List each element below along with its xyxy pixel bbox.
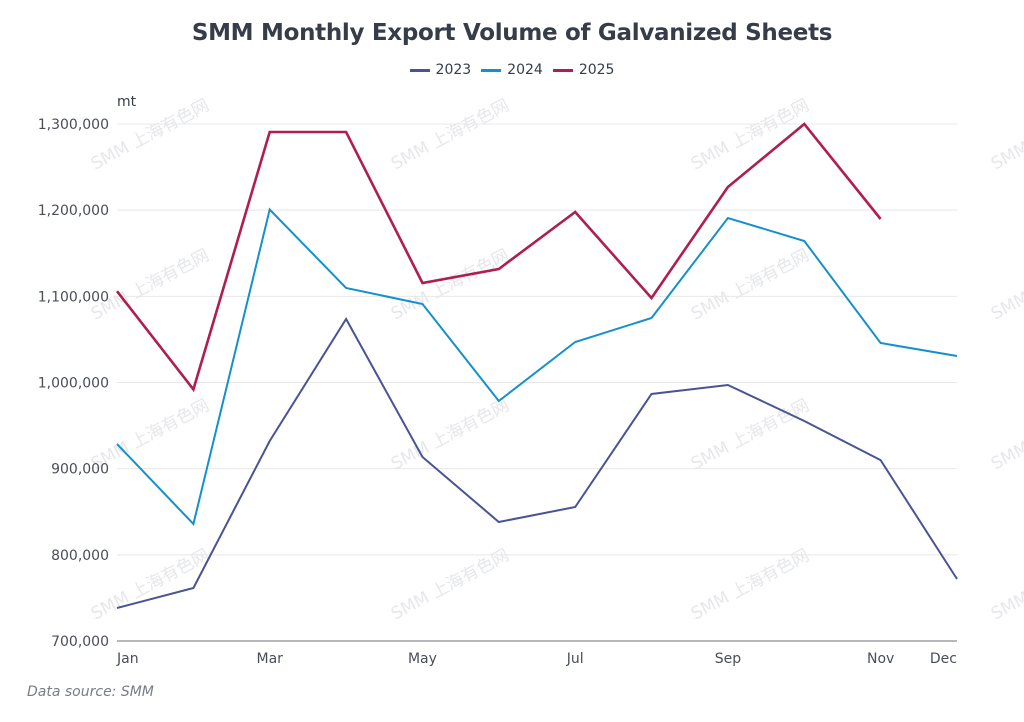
y-tick-label: 1,000,000 [38, 376, 109, 392]
watermark-text: SMM 上海有色网 [688, 545, 813, 624]
legend: 2023 2024 2025 [0, 62, 1024, 78]
data-point-2025-Oct[interactable] [800, 120, 808, 128]
watermark-text: SMM 上海有色网 [988, 545, 1024, 624]
data-point-2024-Sep[interactable] [724, 214, 732, 222]
data-point-2025-Jul[interactable] [571, 208, 579, 216]
series-line-2024[interactable] [116, 207, 958, 527]
data-point-2023-Jan[interactable] [113, 604, 121, 612]
x-tick-label: Sep [715, 651, 742, 667]
data-point-2024-Oct[interactable] [800, 237, 808, 245]
series-line-2023[interactable] [116, 317, 958, 609]
data-point-2024-Aug[interactable] [648, 314, 656, 322]
data-point-2024-Jul[interactable] [571, 338, 579, 346]
y-tick-label: 700,000 [51, 634, 109, 650]
legend-item-2023[interactable]: 2023 [409, 62, 472, 78]
data-point-2023-Jun[interactable] [495, 518, 503, 526]
legend-label-2023: 2023 [435, 62, 472, 78]
data-point-2023-Nov[interactable] [877, 456, 885, 464]
data-point-2024-Jan[interactable] [113, 440, 121, 448]
legend-item-2024[interactable]: 2024 [481, 62, 543, 78]
data-point-2024-Dec[interactable] [953, 352, 961, 360]
data-point-2025-May[interactable] [419, 279, 427, 287]
data-point-2023-Mar[interactable] [266, 437, 274, 445]
legend-label-2025: 2025 [578, 62, 615, 78]
watermark-text: SMM 上海有色网 [388, 95, 513, 174]
data-point-2025-Feb[interactable] [189, 385, 197, 393]
y-tick-label: 900,000 [51, 462, 109, 478]
x-axis-ticks: Jan Mar May Jul Sep Nov Dec [116, 651, 957, 667]
y-tick-label: 1,300,000 [38, 117, 109, 133]
x-tick-label: Jan [116, 651, 139, 667]
watermark-text: SMM 上海有色网 [88, 245, 213, 324]
watermark-layer: SMM 上海有色网 SMM 上海有色网 SMM 上海有色网 SMM 上海有色网 SMM … [88, 95, 1024, 624]
x-tick-label: Nov [867, 651, 894, 667]
data-point-2024-Apr[interactable] [342, 284, 350, 292]
series-line-2025[interactable] [115, 122, 882, 393]
x-tick-label: May [408, 651, 437, 667]
watermark-text: SMM 上海有色网 [988, 245, 1024, 324]
data-point-2023-Sep[interactable] [724, 381, 732, 389]
x-tick-label: Jul [566, 651, 584, 667]
data-point-2025-Nov[interactable] [877, 215, 885, 223]
legend-item-2025[interactable]: 2025 [552, 62, 615, 78]
data-point-2024-Jun[interactable] [495, 397, 503, 405]
data-point-2023-May[interactable] [419, 453, 427, 461]
y-axis-unit-label: mt [117, 94, 137, 110]
watermark-text: SMM 上海有色网 [88, 95, 213, 174]
data-point-2023-Jul[interactable] [571, 503, 579, 511]
legend-swatch-2025 [552, 68, 573, 72]
data-point-2023-Dec[interactable] [953, 575, 961, 583]
data-point-2025-Aug[interactable] [648, 294, 656, 302]
legend-label-2024: 2024 [507, 62, 543, 78]
data-point-2025-Jan[interactable] [113, 287, 121, 295]
data-point-2023-Aug[interactable] [648, 390, 656, 398]
watermark-text: SMM 上海有色网 [388, 545, 513, 624]
x-tick-label: Dec [930, 651, 957, 667]
watermark-text: SMM 上海有色网 [988, 395, 1024, 474]
data-point-2025-Jun[interactable] [495, 265, 503, 273]
data-point-2024-Nov[interactable] [877, 339, 885, 347]
y-tick-label: 1,100,000 [38, 289, 109, 305]
data-point-2025-Mar[interactable] [266, 128, 274, 136]
watermark-text: SMM 上海有色网 [688, 95, 813, 174]
y-axis-ticks: 700,000 800,000 900,000 1,000,000 1,100,000 1… [38, 117, 109, 650]
gridlines [117, 123, 957, 556]
data-point-2025-Sep[interactable] [724, 183, 732, 191]
data-point-2025-Apr[interactable] [342, 128, 350, 136]
data-point-2024-May[interactable] [419, 300, 427, 308]
y-tick-label: 1,200,000 [38, 203, 109, 219]
legend-swatch-2024 [481, 68, 502, 72]
data-source-note: Data source: SMM [27, 684, 154, 700]
watermark-text: SMM 上海有色网 [388, 245, 513, 324]
watermark-text: SMM 上海有色网 [388, 395, 513, 474]
data-point-2024-Feb[interactable] [189, 520, 197, 528]
data-point-2023-Apr[interactable] [342, 315, 350, 323]
data-point-2024-Mar[interactable] [266, 206, 274, 214]
series-lines [113, 120, 961, 612]
x-tick-label: Mar [257, 651, 284, 667]
y-tick-label: 800,000 [51, 548, 109, 564]
chart-title: SMM Monthly Export Volume of Galvanized … [191, 20, 833, 46]
watermark-text: SMM 上海有色网 [988, 95, 1024, 174]
watermark-text: SMM 上海有色网 [688, 245, 813, 324]
data-point-2023-Oct[interactable] [800, 417, 808, 425]
watermark-text: SMM 上海有色网 [688, 395, 813, 474]
legend-swatch-2023 [409, 68, 430, 72]
data-point-2023-Feb[interactable] [189, 584, 197, 592]
